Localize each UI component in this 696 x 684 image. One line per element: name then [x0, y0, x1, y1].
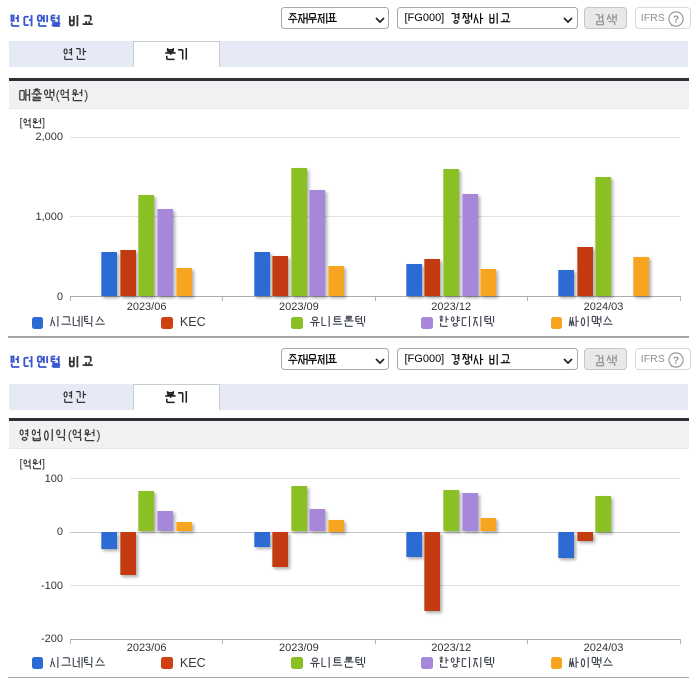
svg-text:): ) [84, 88, 88, 102]
svg-text:): ) [96, 428, 100, 442]
svg-text:?: ? [673, 355, 679, 366]
svg-text:(: ( [56, 88, 61, 102]
svg-text:?: ? [673, 14, 679, 25]
svg-text:(: ( [68, 428, 73, 442]
